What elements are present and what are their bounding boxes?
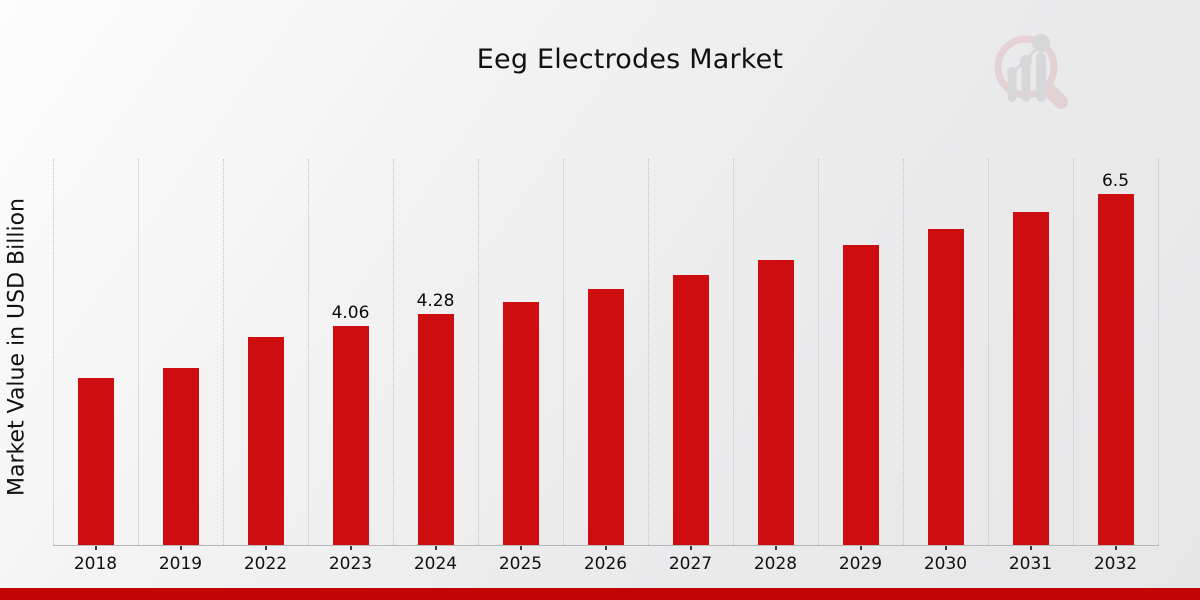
x-tick-label-2023: 2023 <box>328 554 373 574</box>
gridline <box>393 159 394 545</box>
bar-2030 <box>927 229 964 545</box>
gridline <box>648 159 649 545</box>
x-tick-mark <box>774 545 777 550</box>
bar-value-label-2023: 4.06 <box>331 303 370 323</box>
bar-2032 <box>1097 194 1134 545</box>
x-tick-mark <box>604 545 607 550</box>
bar-2022 <box>247 337 284 545</box>
bar-value-label-2024: 4.28 <box>416 291 455 311</box>
magnifier-bar-chart-logo-icon <box>994 34 1068 109</box>
bar-2025 <box>502 302 539 545</box>
bar-cell-2022: 2022 <box>223 159 308 574</box>
x-tick-label-2024: 2024 <box>413 554 458 574</box>
x-tick-label-2027: 2027 <box>668 554 713 574</box>
bar-2019 <box>162 368 199 545</box>
y-axis-label: Market Value in USD Billion <box>4 197 30 497</box>
x-tick-label-2022: 2022 <box>243 554 288 574</box>
x-tick-label-2029: 2029 <box>838 554 883 574</box>
x-tick-mark <box>1114 545 1117 550</box>
x-tick-label-2031: 2031 <box>1008 554 1053 574</box>
x-tick-label-2025: 2025 <box>498 554 543 574</box>
x-tick-label-2032: 2032 <box>1093 554 1138 574</box>
x-tick-label-2030: 2030 <box>923 554 968 574</box>
gridline <box>138 159 139 545</box>
bar-2027 <box>672 275 709 545</box>
x-tick-label-2019: 2019 <box>158 554 203 574</box>
x-tick-mark <box>859 545 862 550</box>
bar-cell-2029: 2029 <box>818 159 903 574</box>
gridline <box>563 159 564 545</box>
x-tick-mark <box>434 545 437 550</box>
bar-cell-2028: 2028 <box>733 159 818 574</box>
bar-cell-2018: 2018 <box>53 159 138 574</box>
bar-cell-2032: 6.5 2032 <box>1073 159 1158 574</box>
gridline <box>1158 159 1159 545</box>
gridline <box>53 159 54 545</box>
footer-accent-strip <box>0 588 1200 600</box>
gridline <box>1073 159 1074 545</box>
bar-cell-2026: 2026 <box>563 159 648 574</box>
x-tick-mark <box>94 545 97 550</box>
gridline <box>818 159 819 545</box>
bar-2023 <box>332 326 369 545</box>
bars-layer: 2018 2019 2022 4.06 2023 4.28 2024 2025 2026 2027… <box>53 159 1158 574</box>
gridline <box>308 159 309 545</box>
bar-cell-2027: 2027 <box>648 159 733 574</box>
bar-cell-2024: 4.28 2024 <box>393 159 478 574</box>
x-tick-label-2026: 2026 <box>583 554 628 574</box>
bar-cell-2025: 2025 <box>478 159 563 574</box>
bar-value-label-2032: 6.5 <box>1101 171 1130 191</box>
bar-cell-2023: 4.06 2023 <box>308 159 393 574</box>
bar-cell-2031: 2031 <box>988 159 1073 574</box>
gridline <box>478 159 479 545</box>
bar-2028 <box>757 260 794 545</box>
gridline <box>988 159 989 545</box>
x-tick-mark <box>519 545 522 550</box>
gridline <box>733 159 734 545</box>
bar-cell-2019: 2019 <box>138 159 223 574</box>
gridline <box>903 159 904 545</box>
x-tick-mark <box>349 545 352 550</box>
bar-2031 <box>1012 212 1049 545</box>
x-tick-mark <box>1029 545 1032 550</box>
bar-cell-2030: 2030 <box>903 159 988 574</box>
x-tick-mark <box>264 545 267 550</box>
bar-2026 <box>587 289 624 545</box>
x-tick-mark <box>179 545 182 550</box>
x-axis-line <box>53 545 1159 546</box>
plot-area: 2018 2019 2022 4.06 2023 4.28 2024 2025 2026 2027… <box>53 159 1159 574</box>
chart-title: Eeg Electrodes Market <box>476 44 784 75</box>
gridline <box>223 159 224 545</box>
bar-2029 <box>842 245 879 545</box>
x-tick-mark <box>944 545 947 550</box>
bar-2024 <box>417 314 454 545</box>
x-tick-mark <box>689 545 692 550</box>
x-tick-label-2028: 2028 <box>753 554 798 574</box>
bar-2018 <box>77 378 114 545</box>
x-tick-label-2018: 2018 <box>73 554 118 574</box>
